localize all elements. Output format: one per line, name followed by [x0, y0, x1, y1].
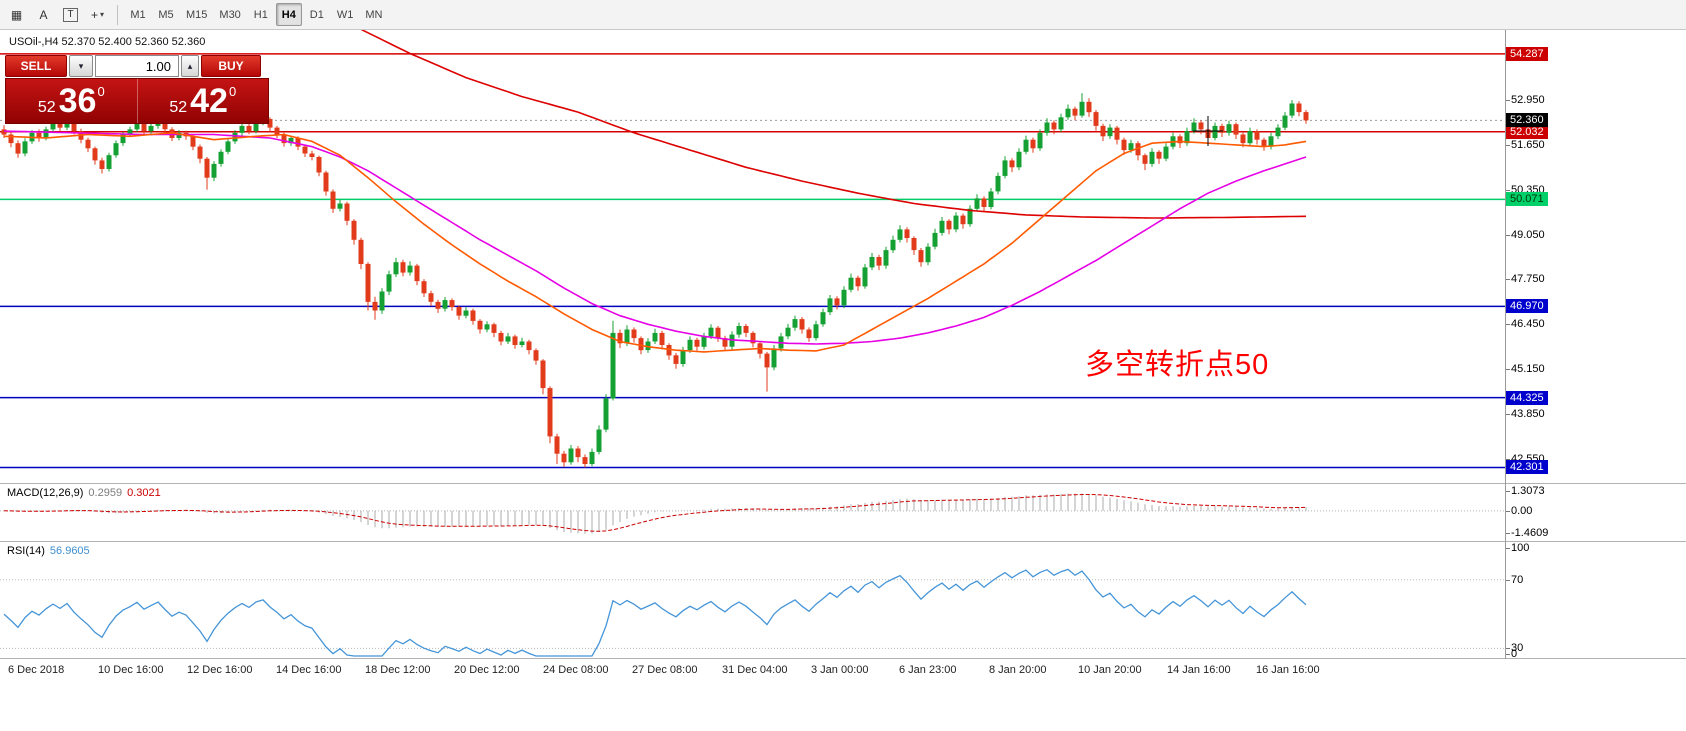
time-axis-label: 3 Jan 00:00 [811, 664, 869, 676]
chevron-up-icon: ▴ [187, 60, 193, 71]
timeframe-button-m5[interactable]: M5 [153, 3, 179, 26]
price-scale-label: 70 [1505, 573, 1524, 586]
timeframe-button-h1[interactable]: H1 [248, 3, 274, 26]
price-scale-label: 45.150 [1506, 363, 1545, 376]
time-axis-label: 16 Jan 16:00 [1256, 664, 1320, 676]
timeframe-button-m1[interactable]: M1 [125, 3, 151, 26]
price-scale-marker: 42.301 [1506, 460, 1548, 475]
buy-button[interactable]: BUY [201, 55, 261, 77]
price-scale-label: 1.3073 [1506, 484, 1545, 497]
text-tool-icon: T [63, 7, 78, 22]
rsi-layer [0, 568, 1505, 657]
macd-layer [0, 493, 1505, 534]
panel-separator[interactable] [0, 658, 1686, 659]
price-scale-label: 0.00 [1505, 504, 1533, 517]
volume-input[interactable] [95, 55, 179, 77]
indicator-grid-icon: ▦ [10, 7, 23, 22]
timeframe-button-h4[interactable]: H4 [275, 3, 302, 26]
price-scale-label: 52.950 [1506, 94, 1545, 107]
crosshair-tool-icon: + [90, 7, 98, 22]
top-toolbar: ▦ A T + ▾ M1 M5 M15 M30 H1 H4 D1 W1 MN [0, 0, 1686, 30]
time-axis-label: 10 Dec 16:00 [98, 664, 164, 676]
time-axis-label: 8 Jan 20:00 [989, 664, 1047, 676]
panel-separator[interactable] [0, 483, 1686, 484]
price-scale-marker: 50.071 [1506, 192, 1548, 207]
time-axis-label: 6 Jan 23:00 [899, 664, 957, 676]
time-scale[interactable]: 6 Dec 2018 10 Dec 16:00 12 Dec 16:00 14 Dec… [0, 659, 1686, 681]
price-scale-marker: 52.032 [1506, 124, 1548, 139]
chart-ohlc-title: USOil-,H4 52.370 52.400 52.360 52.360 [9, 36, 206, 48]
panel-separator[interactable] [0, 541, 1686, 542]
price-scale-label: 30 [1505, 642, 1524, 655]
time-axis-label: 12 Dec 16:00 [187, 664, 253, 676]
timeframe-button-m15[interactable]: M15 [181, 3, 212, 26]
time-axis-label: 31 Dec 04:00 [722, 664, 788, 676]
price-scale-border [1505, 30, 1506, 659]
buy-price-display[interactable]: 52 42 0 [137, 79, 268, 123]
time-axis-label: 20 Dec 12:00 [454, 664, 520, 676]
price-scale[interactable]: 52.950 51.650 50.350 49.050 47.750 46.450 45.1… [1505, 30, 1686, 681]
time-axis-label: 14 Dec 16:00 [276, 664, 342, 676]
timeframe-button-d1[interactable]: D1 [304, 3, 330, 26]
timeframe-button-group: M1 M5 M15 M30 H1 H4 D1 W1 MN [125, 3, 387, 26]
price-scale-label: -1.4609 [1505, 527, 1549, 540]
ma-line-magenta [3, 130, 1307, 345]
volume-down-button[interactable]: ▾ [69, 55, 93, 77]
chart-canvas[interactable] [0, 30, 1686, 681]
ma-line-slow-red [360, 30, 1307, 219]
ma-line-fast-orange [3, 131, 1307, 353]
sell-price-display[interactable]: 52 36 0 [6, 79, 138, 123]
time-axis-label: 18 Dec 12:00 [365, 664, 431, 676]
cursor-tool-icon: A [39, 7, 48, 22]
price-scale-label: 100 [1505, 542, 1530, 554]
price-scale-marker: 52.360 [1506, 113, 1548, 128]
timeframe-button-m30[interactable]: M30 [214, 3, 245, 26]
toolbar-separator [117, 4, 118, 25]
timeframe-button-mn[interactable]: MN [360, 3, 387, 26]
cursor-tool-button[interactable]: A [31, 3, 56, 26]
crosshair-cursor [1193, 116, 1223, 146]
tool-button-group: ▦ A T + ▾ [4, 3, 110, 26]
chart-text-annotation: 多空转折点50 [1085, 349, 1270, 381]
price-scale-label: 43.850 [1506, 407, 1545, 420]
time-axis-label: 14 Jan 16:00 [1167, 664, 1231, 676]
price-scale-marker: 46.970 [1506, 299, 1548, 314]
time-axis-label: 10 Jan 20:00 [1078, 664, 1142, 676]
horizontal-levels [0, 53, 1505, 469]
price-scale-marker: 54.287 [1506, 46, 1548, 61]
candles-layer [1, 93, 1309, 468]
time-axis-label: 27 Dec 08:00 [632, 664, 698, 676]
indicator-grid-button[interactable]: ▦ [4, 3, 29, 26]
text-tool-button[interactable]: T [58, 3, 83, 26]
price-scale-label: 46.450 [1506, 318, 1545, 331]
price-scale-marker: 44.325 [1506, 390, 1548, 405]
time-axis-label: 24 Dec 08:00 [543, 664, 609, 676]
sell-button[interactable]: SELL [5, 55, 67, 77]
price-scale-label: 47.750 [1506, 273, 1545, 286]
crosshair-tool-button[interactable]: + ▾ [85, 3, 110, 26]
chevron-down-icon: ▾ [100, 10, 105, 19]
timeframe-button-w1[interactable]: W1 [332, 3, 359, 26]
volume-up-button[interactable]: ▴ [181, 55, 199, 77]
time-axis-label: 6 Dec 2018 [8, 664, 65, 676]
price-scale-label: 0 [1505, 648, 1518, 660]
macd-indicator-label: MACD(12,26,9) 0.2959 0.3021 [7, 487, 161, 499]
price-scale-label: 49.050 [1506, 228, 1545, 241]
chevron-down-icon: ▾ [78, 60, 84, 71]
price-scale-label: 51.650 [1506, 138, 1545, 151]
rsi-indicator-label: RSI(14) 56.9605 [7, 545, 90, 557]
